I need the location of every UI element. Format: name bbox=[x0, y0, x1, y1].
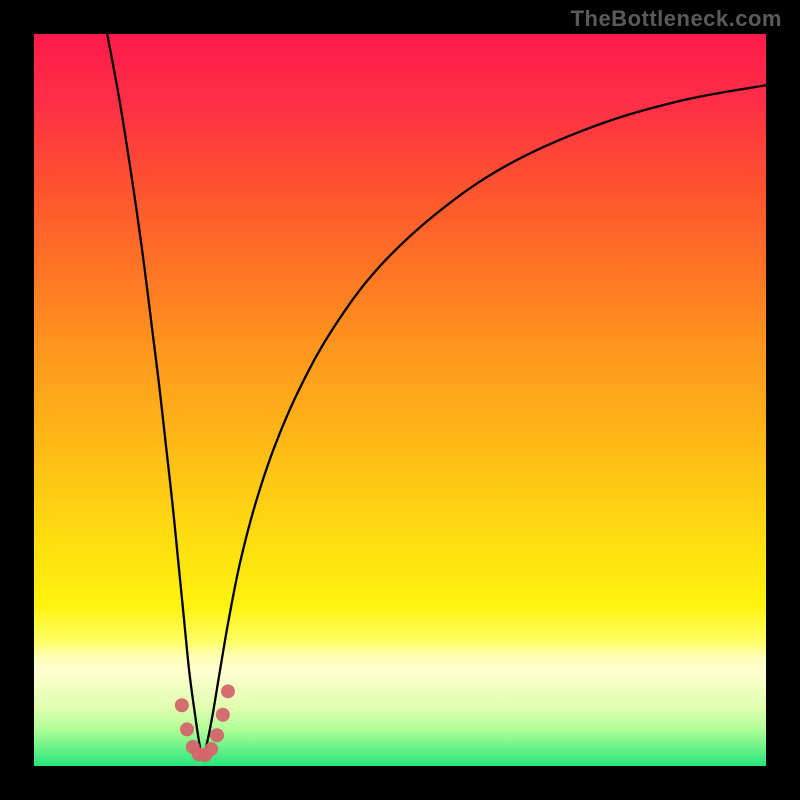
trough-marker-group bbox=[175, 684, 235, 762]
chart-svg bbox=[34, 34, 766, 766]
trough-marker bbox=[204, 742, 218, 756]
watermark-text: TheBottleneck.com bbox=[571, 6, 782, 32]
plot-area bbox=[34, 34, 766, 766]
trough-marker bbox=[180, 722, 194, 736]
bottleneck-curve bbox=[107, 34, 766, 757]
trough-marker bbox=[175, 698, 189, 712]
trough-marker bbox=[221, 684, 235, 698]
trough-marker bbox=[216, 708, 230, 722]
trough-marker bbox=[210, 728, 224, 742]
